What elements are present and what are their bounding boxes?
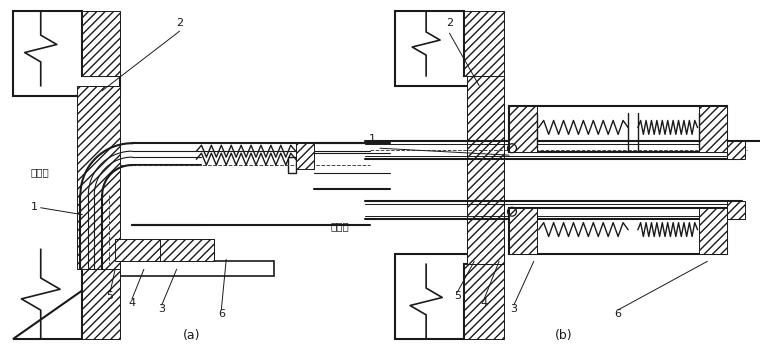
Text: 1: 1 — [31, 202, 38, 212]
Text: (b): (b) — [555, 329, 572, 342]
Text: 炉体内: 炉体内 — [330, 222, 349, 232]
Text: 3: 3 — [510, 304, 517, 314]
Bar — [509, 106, 536, 152]
Bar — [465, 264, 504, 339]
Text: 3: 3 — [158, 304, 166, 314]
Bar — [509, 106, 727, 152]
Bar — [727, 141, 745, 159]
Polygon shape — [13, 259, 120, 339]
Bar — [82, 259, 120, 339]
Text: 2: 2 — [446, 18, 453, 28]
Bar — [82, 11, 120, 76]
Bar — [465, 11, 504, 76]
Text: 炉体内: 炉体内 — [31, 167, 50, 177]
Bar — [296, 143, 314, 169]
Bar — [288, 157, 296, 173]
Text: 6: 6 — [217, 309, 225, 319]
Text: 6: 6 — [615, 309, 622, 319]
Bar — [700, 106, 727, 152]
Bar — [509, 208, 727, 254]
Polygon shape — [395, 254, 504, 339]
Bar — [467, 86, 504, 264]
Text: 4: 4 — [128, 298, 136, 308]
Text: 5: 5 — [454, 291, 461, 301]
Polygon shape — [13, 11, 120, 96]
Text: 4: 4 — [481, 298, 488, 308]
Bar — [115, 239, 214, 261]
Text: 2: 2 — [176, 18, 183, 28]
Text: 1: 1 — [369, 134, 375, 144]
Bar — [509, 208, 536, 254]
Polygon shape — [395, 11, 504, 86]
Bar — [467, 76, 504, 264]
Bar — [159, 239, 214, 261]
Bar — [700, 208, 727, 254]
Text: (a): (a) — [183, 329, 200, 342]
Text: 5: 5 — [107, 291, 114, 301]
Bar — [115, 261, 274, 276]
Bar — [77, 86, 120, 269]
Bar — [727, 201, 745, 219]
